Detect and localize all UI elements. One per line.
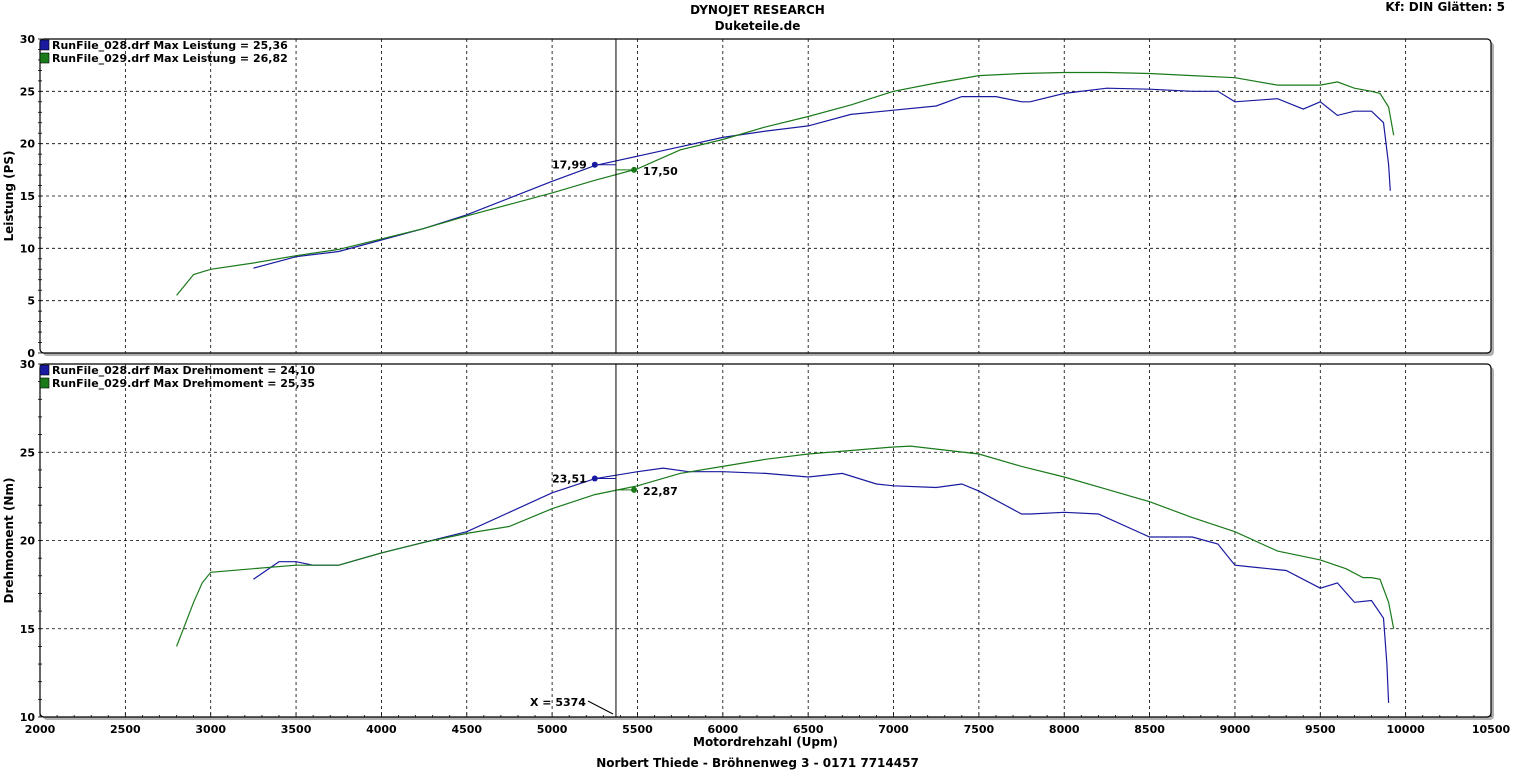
x-tick-label: 8000 — [1049, 723, 1080, 736]
value-marker — [591, 475, 598, 482]
x-axis-label: Motordrehzahl (Upm) — [693, 735, 838, 749]
x-tick-label: 8500 — [1134, 723, 1165, 736]
x-tick-label: 6000 — [708, 723, 739, 736]
legend-entry: RunFile_028.drf Max Leistung = 25,36 — [52, 39, 288, 52]
cursor-readout-leader — [587, 700, 614, 715]
y-tick-label: 30 — [20, 358, 36, 371]
legend-entry: RunFile_029.drf Max Drehmoment = 25,35 — [52, 377, 315, 390]
series-line-run028 — [253, 467, 1390, 703]
value-marker — [591, 161, 598, 168]
x-tick-label: 9500 — [1305, 723, 1336, 736]
value-marker — [631, 166, 638, 173]
y-tick-label: 15 — [20, 190, 35, 203]
y-tick-label: 25 — [20, 446, 35, 459]
legend-swatch — [39, 39, 50, 51]
y-tick-label: 20 — [20, 138, 36, 151]
y-axis-label: Drehmoment (Nm) — [2, 478, 16, 604]
marker-label: 23,51 — [552, 473, 587, 486]
settings-label: Kf: DIN Glätten: 5 — [1385, 0, 1505, 14]
y-tick-label: 5 — [27, 295, 35, 308]
x-tick-label: 10000 — [1387, 723, 1426, 736]
x-tick-label: 7500 — [964, 723, 995, 736]
x-tick-label: 5000 — [537, 723, 568, 736]
x-tick-label: 4500 — [451, 723, 482, 736]
series-line-run029 — [176, 71, 1395, 296]
x-tick-label: 3000 — [195, 723, 226, 736]
chart-subtitle: Duketeile.de — [714, 19, 801, 33]
x-tick-label: 2500 — [110, 723, 141, 736]
marker-label: 17,50 — [643, 165, 678, 178]
series-line-run029 — [176, 445, 1395, 647]
x-tick-label: 10500 — [1472, 723, 1511, 736]
x-tick-label: 3500 — [281, 723, 312, 736]
y-tick-label: 10 — [20, 242, 36, 255]
y-tick-label: 10 — [20, 711, 36, 724]
y-tick-label: 0 — [27, 347, 35, 360]
y-axis-label: Leistung (PS) — [2, 150, 16, 241]
x-tick-label: 9000 — [1220, 723, 1251, 736]
marker-label: 17,99 — [552, 159, 587, 172]
series-line-run028 — [253, 87, 1391, 269]
footer-text: Norbert Thiede - Bröhnenweg 3 - 0171 771… — [596, 756, 919, 770]
x-tick-label: 5500 — [622, 723, 653, 736]
chart-title: DYNOJET RESEARCH — [690, 3, 825, 17]
x-tick-label: 6500 — [793, 723, 824, 736]
legend-swatch — [39, 364, 50, 376]
y-tick-label: 20 — [20, 535, 36, 548]
y-tick-label: 15 — [20, 623, 35, 636]
y-tick-label: 30 — [20, 33, 36, 46]
legend-entry: RunFile_028.drf Max Drehmoment = 24,10 — [52, 364, 315, 377]
legend-swatch — [39, 52, 50, 64]
x-tick-label: 7000 — [878, 723, 909, 736]
cursor-readout: X = 5374 — [530, 696, 586, 709]
legend-swatch — [39, 377, 50, 389]
x-tick-label: 2000 — [25, 723, 56, 736]
x-tick-label: 4000 — [366, 723, 397, 736]
legend-entry: RunFile_029.drf Max Leistung = 26,82 — [52, 52, 288, 65]
marker-label: 22,87 — [643, 485, 678, 498]
value-marker — [631, 486, 638, 493]
y-tick-label: 25 — [20, 85, 35, 98]
